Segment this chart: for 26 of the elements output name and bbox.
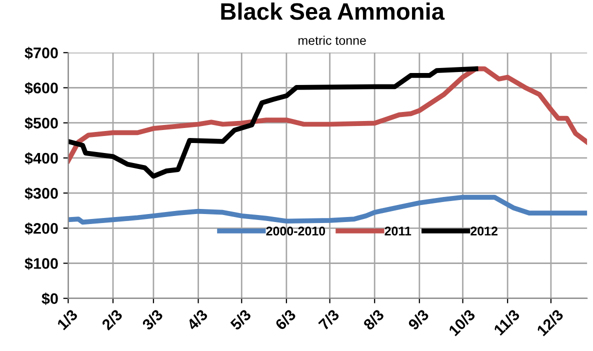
x-tick-label: 7/3 (318, 308, 340, 331)
x-tick-label: 4/3 (186, 308, 208, 331)
y-tick-label: $600 (24, 82, 58, 94)
x-tick-label: 1/3 (56, 308, 78, 330)
legend-label: 2011 (384, 226, 412, 236)
x-tick-label: 2/3 (100, 308, 124, 331)
x-tick-label: 5/3 (229, 308, 252, 331)
y-tick-label: $500 (24, 117, 58, 130)
y-tick-label: $0 (42, 292, 58, 306)
legend-label: 2012 (470, 226, 498, 236)
line-series (68, 194, 588, 225)
chart-title: Black Sea Ammonia (221, 2, 445, 20)
x-tick-label: 6/3 (274, 308, 297, 331)
x-tick-label: 8/3 (362, 308, 385, 331)
line-series (68, 66, 588, 164)
y-tick-label: $300 (24, 187, 58, 200)
y-tick-label: $400 (24, 152, 58, 165)
chart-subtitle: metric tonne (298, 36, 366, 45)
y-tick-label: $100 (24, 257, 58, 270)
legend-label: 2000-2010 (266, 226, 326, 236)
x-tick-label: 9/3 (407, 308, 430, 331)
x-tick-label: 11/3 (493, 308, 520, 336)
y-tick-label: $700 (24, 46, 58, 60)
x-tick-label: 3/3 (141, 308, 164, 331)
y-tick-label: $200 (24, 222, 58, 235)
line-series (68, 66, 478, 179)
